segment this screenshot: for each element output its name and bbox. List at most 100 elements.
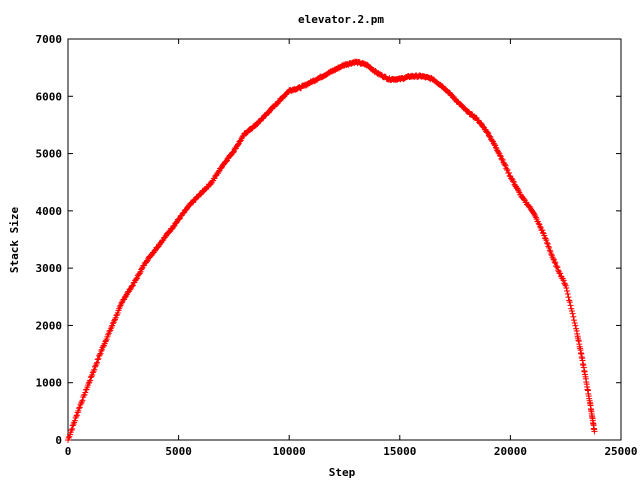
data-point	[68, 427, 75, 434]
data-point	[548, 251, 555, 258]
data-point	[560, 277, 567, 284]
data-point	[88, 373, 95, 380]
data-point	[230, 149, 237, 156]
data-point	[95, 355, 102, 362]
data-point	[554, 264, 561, 271]
y-tick-label: 6000	[36, 90, 63, 103]
data-point	[69, 425, 76, 432]
data-point	[502, 162, 509, 169]
data-point	[550, 255, 557, 262]
y-tick-label: 7000	[36, 33, 63, 46]
data-point	[94, 359, 101, 366]
data-point	[212, 173, 219, 180]
data-point	[535, 220, 542, 227]
data-point	[510, 179, 517, 186]
data-point	[508, 175, 515, 182]
data-point	[485, 132, 492, 139]
data-point	[544, 239, 551, 246]
data-point	[117, 302, 124, 309]
data-point	[79, 397, 86, 404]
data-point	[73, 412, 80, 419]
data-point	[235, 141, 242, 148]
data-point	[484, 129, 491, 136]
data-point	[143, 258, 150, 265]
data-point	[259, 115, 266, 122]
data-point	[90, 368, 97, 375]
plot-frame	[67, 38, 622, 441]
data-point	[504, 166, 511, 173]
data-point	[91, 363, 98, 370]
data-point	[498, 155, 505, 162]
data-point	[93, 360, 100, 367]
data-point	[488, 137, 495, 144]
data-point	[96, 351, 103, 358]
x-tick-label: 25000	[604, 445, 637, 458]
data-point	[492, 144, 499, 151]
data-point	[118, 299, 125, 306]
data-point	[87, 377, 94, 384]
data-point	[570, 317, 577, 324]
data-point	[541, 232, 548, 239]
data-point	[479, 123, 486, 130]
data-point	[165, 229, 172, 236]
axis-ticks: 0 5000 10000 15000 20000 25000 0 1000 2000 3000 40…	[36, 33, 638, 458]
data-point	[572, 322, 579, 329]
data-point	[82, 389, 89, 396]
data-point	[566, 299, 573, 306]
data-point	[557, 270, 564, 277]
data-point	[102, 338, 109, 345]
data-point	[175, 216, 182, 223]
data-point	[89, 369, 96, 376]
data-points	[65, 58, 598, 444]
data-point	[545, 243, 552, 250]
data-point	[565, 294, 572, 301]
data-point	[69, 422, 76, 429]
data-point	[563, 284, 570, 291]
data-point	[78, 398, 85, 405]
x-tick-label: 10000	[273, 445, 306, 458]
data-point	[553, 263, 560, 270]
y-tick-label: 0	[55, 434, 62, 447]
data-point	[526, 203, 533, 210]
chart-title: elevator.2.pm	[298, 13, 384, 26]
data-point	[491, 141, 498, 148]
data-point	[123, 292, 130, 299]
data-point	[569, 310, 576, 317]
data-point	[236, 138, 243, 145]
data-point	[495, 149, 502, 156]
data-point	[570, 313, 577, 320]
y-tick-label: 3000	[36, 262, 63, 275]
y-tick-label: 4000	[36, 205, 63, 218]
data-point	[65, 434, 72, 441]
data-point	[109, 320, 116, 327]
data-point	[561, 280, 568, 287]
data-point	[124, 289, 131, 296]
x-tick-label: 20000	[494, 445, 527, 458]
data-point	[501, 161, 508, 168]
data-point	[111, 317, 118, 324]
data-point	[94, 356, 101, 363]
data-point	[85, 380, 92, 387]
data-point	[78, 400, 85, 407]
data-point	[159, 237, 166, 244]
data-point	[136, 270, 143, 277]
data-point	[133, 275, 140, 282]
data-point	[567, 302, 574, 309]
data-point	[537, 223, 544, 230]
x-axis-title: Step	[329, 466, 356, 479]
data-point	[514, 185, 521, 192]
data-point	[530, 210, 537, 217]
data-point	[564, 287, 571, 294]
data-point	[515, 188, 522, 195]
data-point	[98, 348, 105, 355]
data-point	[76, 405, 83, 412]
data-point	[506, 172, 513, 179]
data-point	[571, 320, 578, 327]
data-point	[532, 213, 539, 220]
data-point	[486, 133, 493, 140]
data-point	[128, 283, 135, 290]
x-tick-label: 0	[65, 445, 72, 458]
data-point	[215, 170, 222, 177]
data-point	[218, 164, 225, 171]
